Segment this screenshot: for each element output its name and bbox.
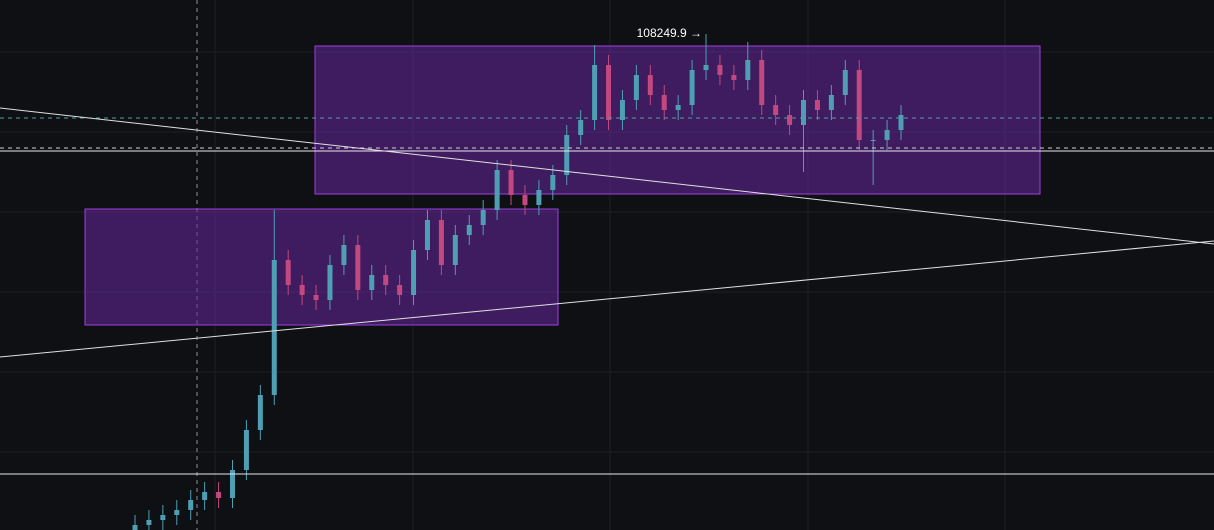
candle-body <box>828 95 834 110</box>
candle-body <box>341 245 347 265</box>
candle-body <box>884 130 890 140</box>
candle-body <box>243 430 249 470</box>
high-annotation: 108249.9 → <box>637 26 702 40</box>
candle-body <box>355 245 361 290</box>
candle-body <box>369 275 375 290</box>
candle-body <box>898 115 904 130</box>
candle-body <box>550 175 556 190</box>
candle-body <box>689 70 695 105</box>
candle-body <box>675 105 681 110</box>
candle-body <box>327 265 333 300</box>
candle-body <box>759 60 765 105</box>
candle-body <box>174 510 180 515</box>
candle-body <box>801 100 807 125</box>
candle-body <box>522 195 528 205</box>
candle-body <box>633 75 639 100</box>
candle-body <box>146 520 152 525</box>
candle-body <box>619 100 625 120</box>
candle-body <box>745 60 751 80</box>
candle-body <box>856 70 862 140</box>
candle-body <box>592 65 598 120</box>
candle-body <box>842 70 848 95</box>
candle-body <box>202 492 208 500</box>
candle-body <box>647 75 653 95</box>
candle-body <box>480 210 486 225</box>
candle-body <box>285 260 291 285</box>
candle-body <box>229 470 235 498</box>
candle-body <box>578 120 584 135</box>
range-box[interactable] <box>84 208 559 326</box>
trend-line[interactable] <box>0 240 1214 358</box>
candle-body <box>787 115 793 125</box>
candle-body <box>466 225 472 235</box>
candles <box>132 34 904 530</box>
candle-body <box>397 285 403 295</box>
trend-line[interactable] <box>0 107 1214 245</box>
candle-body <box>452 235 458 265</box>
candle-body <box>132 525 138 530</box>
candle-body <box>564 135 570 175</box>
candle-body <box>438 220 444 265</box>
candle-body <box>494 170 500 210</box>
candle-body <box>870 140 876 141</box>
candle-body <box>703 65 709 70</box>
candle-body <box>313 295 319 300</box>
candle-body <box>814 100 820 110</box>
candle-body <box>383 275 389 285</box>
candle-body <box>160 515 166 520</box>
candle-body <box>773 105 779 115</box>
candle-body <box>731 75 737 80</box>
candle-body <box>661 95 667 110</box>
candle-body <box>188 500 194 510</box>
candle-body <box>299 285 305 295</box>
candle-body <box>717 65 723 75</box>
candle-body <box>606 65 612 120</box>
candle-body <box>411 250 417 295</box>
candle-body <box>216 492 222 498</box>
candle-body <box>508 170 514 195</box>
candle-body <box>536 190 542 205</box>
candle-body <box>257 395 263 430</box>
range-box[interactable] <box>314 45 1041 195</box>
candle-body <box>424 220 430 250</box>
candle-body <box>271 260 277 395</box>
